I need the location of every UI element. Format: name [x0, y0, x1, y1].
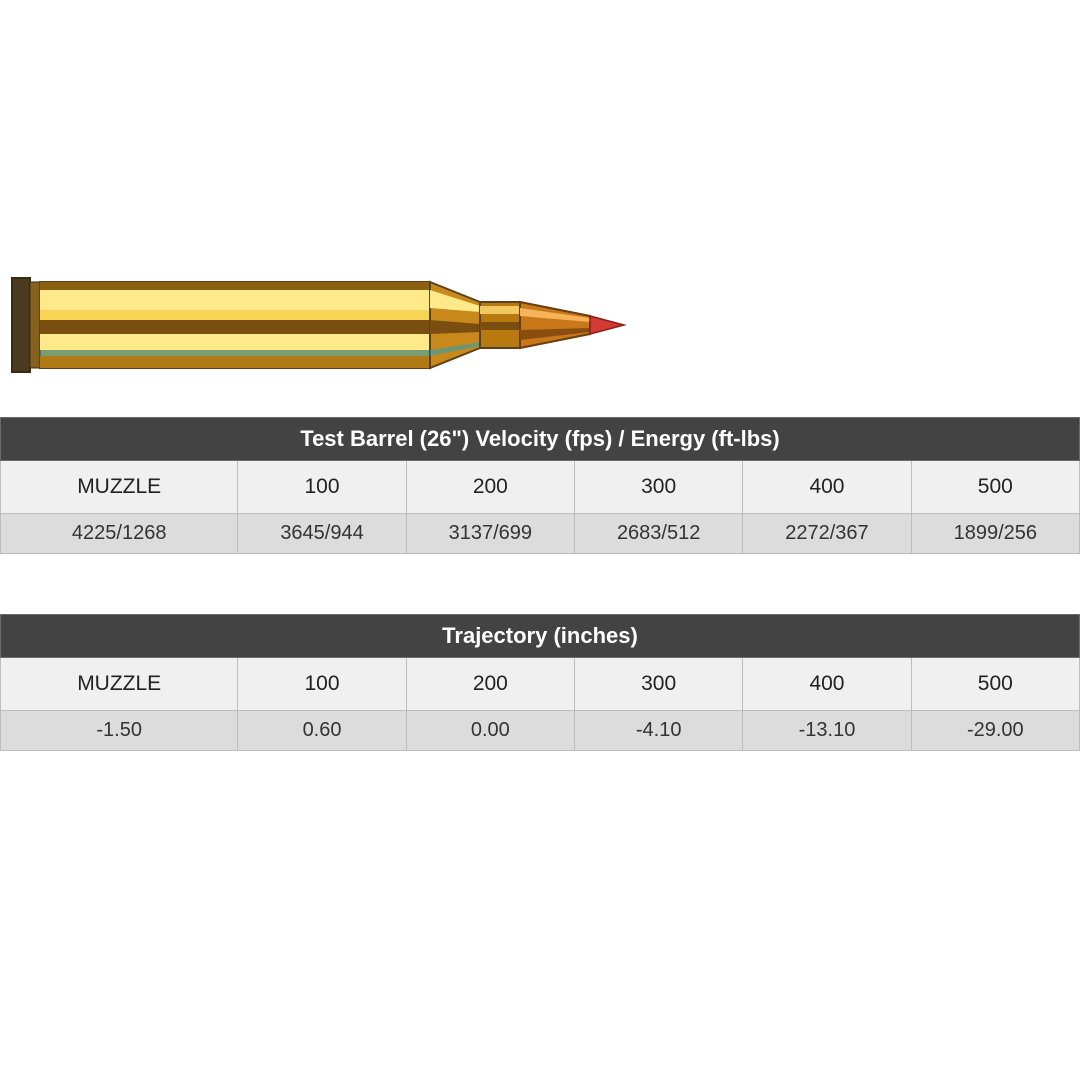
col-header: 300 — [575, 461, 743, 514]
cell: 2272/367 — [743, 514, 911, 554]
col-header: 400 — [743, 658, 911, 711]
cell: 3137/699 — [406, 514, 574, 554]
velocity-energy-table: Test Barrel (26") Velocity (fps) / Energ… — [0, 417, 1080, 554]
trajectory-table: Trajectory (inches) MUZZLE 100 200 300 4… — [0, 614, 1080, 751]
table-row: 4225/1268 3645/944 3137/699 2683/512 227… — [1, 514, 1080, 554]
table-header-row: MUZZLE 100 200 300 400 500 — [1, 461, 1080, 514]
cell: 1899/256 — [911, 514, 1079, 554]
table-header-row: MUZZLE 100 200 300 400 500 — [1, 658, 1080, 711]
cell: -29.00 — [911, 711, 1079, 751]
cartridge-illustration — [10, 260, 630, 390]
cell: 4225/1268 — [1, 514, 238, 554]
col-header: 200 — [406, 658, 574, 711]
col-header: MUZZLE — [1, 461, 238, 514]
table-title: Test Barrel (26") Velocity (fps) / Energ… — [1, 418, 1080, 461]
cell: -1.50 — [1, 711, 238, 751]
col-header: 100 — [238, 658, 406, 711]
table-title: Trajectory (inches) — [1, 615, 1080, 658]
col-header: MUZZLE — [1, 658, 238, 711]
table-title-row: Trajectory (inches) — [1, 615, 1080, 658]
content-wrap: Test Barrel (26") Velocity (fps) / Energ… — [0, 260, 1080, 811]
cell: 0.00 — [406, 711, 574, 751]
col-header: 100 — [238, 461, 406, 514]
cell: -13.10 — [743, 711, 911, 751]
col-header: 400 — [743, 461, 911, 514]
table-title-row: Test Barrel (26") Velocity (fps) / Energ… — [1, 418, 1080, 461]
cell: 0.60 — [238, 711, 406, 751]
cell: 2683/512 — [575, 514, 743, 554]
col-header: 500 — [911, 658, 1079, 711]
table-row: -1.50 0.60 0.00 -4.10 -13.10 -29.00 — [1, 711, 1080, 751]
cell: -4.10 — [575, 711, 743, 751]
col-header: 500 — [911, 461, 1079, 514]
col-header: 200 — [406, 461, 574, 514]
col-header: 300 — [575, 658, 743, 711]
cell: 3645/944 — [238, 514, 406, 554]
